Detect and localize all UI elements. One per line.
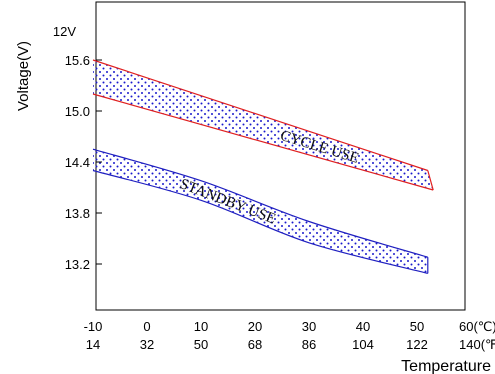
x-tick-label-celsius: 20 bbox=[248, 319, 262, 334]
bands-layer bbox=[92, 59, 434, 274]
cycle-use-upper-line bbox=[92, 59, 428, 172]
x-tick-label-celsius: 60(℃) bbox=[459, 319, 495, 334]
y-tick-label: 13.2 bbox=[65, 257, 90, 272]
y-tick-label: 15.0 bbox=[65, 104, 90, 119]
y-tick-label: 14.4 bbox=[65, 155, 90, 170]
x-tick-label-fahrenheit: 140(℉) bbox=[459, 337, 495, 352]
x-tick-label-fahrenheit: 86 bbox=[302, 337, 316, 352]
x-tick-label-celsius: 50 bbox=[410, 319, 424, 334]
y-axis: 15.6 15.0 14.4 13.8 13.2 bbox=[65, 53, 102, 272]
y-tick-label: 15.6 bbox=[65, 53, 90, 68]
standby-use-band-fill bbox=[93, 149, 428, 274]
y-axis-title: Voltage(V) bbox=[15, 41, 32, 111]
x-tick-label-celsius: 10 bbox=[194, 319, 208, 334]
standby-use-upper-line bbox=[92, 148, 428, 258]
x-tick-label-celsius: 40 bbox=[356, 319, 370, 334]
cycle-use-lower-line bbox=[92, 93, 434, 191]
x-tick-label-fahrenheit: 68 bbox=[248, 337, 262, 352]
cycle-use-band-fill bbox=[93, 60, 434, 190]
x-tick-label-celsius: 30 bbox=[302, 319, 316, 334]
x-tick-label-fahrenheit: 50 bbox=[194, 337, 208, 352]
x-tick-label-fahrenheit: 32 bbox=[140, 337, 154, 352]
x-tick-label-fahrenheit: 122 bbox=[406, 337, 428, 352]
standby-use-lower-line bbox=[92, 169, 428, 274]
x-tick-label-fahrenheit: 14 bbox=[86, 337, 100, 352]
standby-use-label: STANDBY USE bbox=[178, 176, 278, 227]
y-tick-label: 13.8 bbox=[65, 206, 90, 221]
x-tick-label-celsius: -10 bbox=[84, 319, 103, 334]
x-tick-label-fahrenheit: 104 bbox=[352, 337, 374, 352]
cycle-use-end-cap bbox=[427, 170, 434, 191]
y-unit-label: 12V bbox=[53, 24, 76, 39]
x-axis-title: Temperature bbox=[401, 358, 491, 374]
x-axis: -10 14 0 32 10 50 20 68 30 86 40 104 50 122 60(℃) 140(℉… bbox=[84, 319, 495, 352]
x-tick-label-celsius: 0 bbox=[143, 319, 150, 334]
